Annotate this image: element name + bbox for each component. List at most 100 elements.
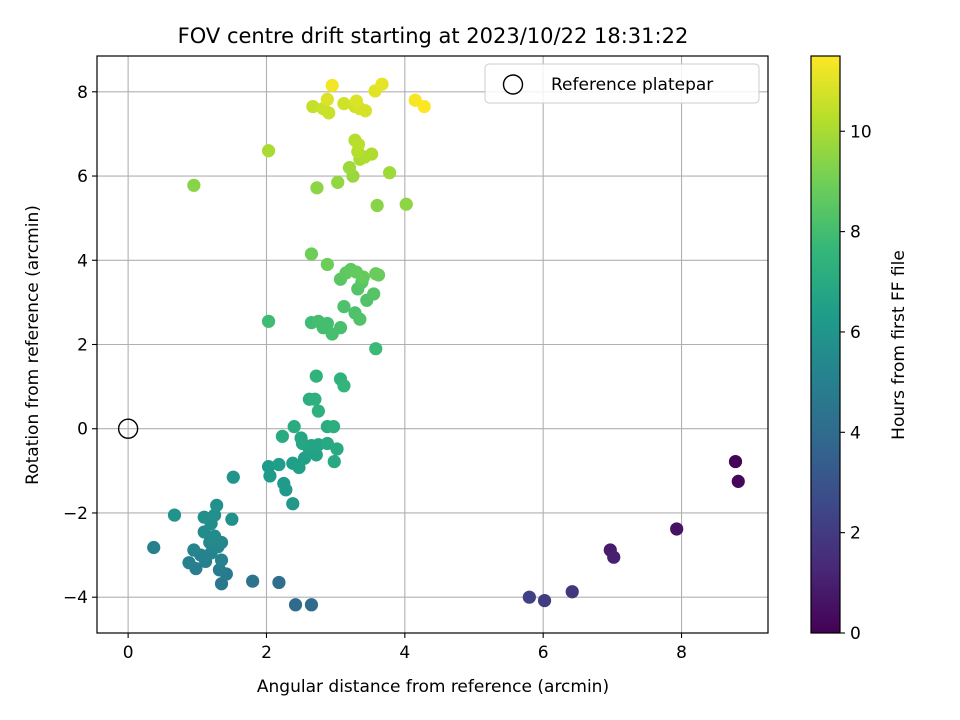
data-point — [320, 257, 334, 272]
data-point — [358, 104, 372, 118]
colorbar-tick-label: 0 — [850, 624, 861, 644]
data-point — [261, 144, 276, 158]
colorbar-tick-label: 6 — [850, 323, 861, 343]
data-point — [167, 508, 182, 522]
y-tick-label: 2 — [77, 336, 88, 356]
y-axis-ticks: −4 −2 0 2 4 6 8 — [63, 83, 97, 608]
data-point — [210, 498, 224, 512]
x-tick-label: 8 — [676, 643, 687, 663]
data-point — [320, 92, 334, 106]
data-point — [337, 299, 351, 314]
data-point — [304, 598, 319, 612]
data-point — [261, 314, 276, 328]
data-point — [187, 178, 201, 192]
legend: Reference platepar — [484, 63, 760, 104]
data-point — [310, 181, 324, 195]
data-point — [728, 454, 743, 469]
colorbar: 0 2 4 6 8 10 Hours from first FF file — [810, 55, 909, 644]
data-point — [306, 99, 320, 114]
data-point — [261, 460, 276, 474]
data-point — [294, 431, 308, 445]
chart-title: FOV centre drift starting at 2023/10/22 … — [178, 24, 689, 48]
data-point — [383, 166, 397, 180]
data-point — [226, 470, 240, 484]
data-point — [342, 161, 357, 175]
x-tick-label: 0 — [123, 643, 134, 663]
data-point — [337, 96, 351, 111]
x-tick-label: 4 — [399, 643, 410, 663]
data-point — [353, 312, 367, 326]
data-point — [331, 175, 345, 189]
data-point — [356, 270, 370, 284]
data-point — [537, 593, 552, 608]
legend-entry-reference: Reference platepar — [551, 75, 713, 95]
data-point — [187, 543, 201, 557]
data-point — [272, 457, 286, 472]
data-point — [207, 529, 222, 543]
data-point — [311, 404, 325, 418]
data-point — [731, 474, 745, 488]
x-tick-label: 2 — [261, 643, 272, 663]
data-point — [333, 321, 348, 335]
colorbar-tick-label: 4 — [850, 423, 861, 443]
y-axis-label: Rotation from reference (arcmin) — [23, 205, 43, 485]
data-point — [272, 575, 286, 590]
data-point — [417, 99, 431, 114]
x-axis-label: Angular distance from reference (arcmin) — [257, 677, 609, 697]
colorbar-tick-label: 2 — [850, 524, 861, 544]
data-point — [337, 379, 351, 393]
data-point — [327, 454, 341, 469]
data-point — [182, 556, 196, 570]
data-point — [225, 512, 239, 526]
data-point — [607, 550, 621, 564]
colorbar-ticks: 0 2 4 6 8 10 — [840, 122, 872, 644]
data-point — [286, 497, 300, 511]
y-tick-label: −4 — [63, 588, 88, 608]
data-point — [330, 442, 344, 456]
reference-marker-layer — [117, 418, 139, 439]
x-tick-label: 6 — [538, 643, 549, 663]
y-tick-label: 6 — [77, 167, 88, 187]
data-point — [522, 590, 536, 604]
colorbar-gradient — [810, 55, 841, 634]
data-point — [325, 78, 339, 93]
data-point — [287, 420, 301, 434]
data-point — [309, 369, 323, 383]
y-tick-label: −2 — [63, 504, 88, 524]
data-point — [288, 598, 303, 612]
data-point — [246, 574, 260, 588]
data-point — [349, 94, 364, 108]
legend-box — [484, 63, 760, 104]
data-point — [277, 476, 291, 491]
y-tick-label: 4 — [77, 251, 88, 271]
data-point — [197, 510, 211, 524]
legend-marker-icon — [502, 74, 524, 95]
reference-marker — [117, 418, 139, 439]
data-point — [304, 247, 319, 261]
data-point — [370, 198, 384, 213]
data-point — [320, 436, 334, 451]
data-point — [214, 553, 229, 567]
data-point — [369, 342, 383, 356]
x-axis-ticks: 0 2 4 6 8 — [123, 633, 687, 663]
data-point — [308, 392, 322, 406]
colorbar-tick-label: 8 — [850, 223, 861, 243]
data-point — [275, 429, 289, 443]
data-point — [399, 197, 413, 211]
data-point — [147, 540, 161, 555]
data-point — [367, 287, 381, 301]
data-point — [565, 585, 579, 599]
data-point — [322, 106, 336, 120]
data-points — [147, 77, 745, 612]
data-point — [371, 268, 386, 282]
colorbar-tick-label: 10 — [850, 122, 872, 142]
y-tick-label: 8 — [77, 83, 88, 103]
colorbar-label: Hours from first FF file — [889, 250, 909, 440]
y-tick-label: 0 — [77, 420, 88, 440]
data-point — [351, 137, 366, 152]
data-point — [326, 420, 341, 434]
data-point — [375, 77, 389, 91]
data-point — [365, 147, 379, 161]
data-point — [670, 522, 684, 536]
